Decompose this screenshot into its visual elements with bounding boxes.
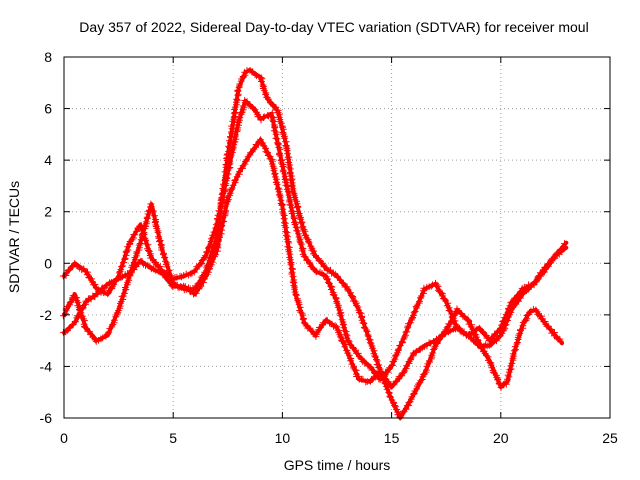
x-axis-label: GPS time / hours [284,457,391,473]
y-tick-label: -4 [40,358,53,374]
plus-markers [59,66,568,390]
y-tick-label: 2 [44,204,52,220]
y-tick-label: 6 [44,101,52,117]
y-axis-label: SDTVAR / TECUs [6,181,22,293]
series-sat-c [60,136,564,421]
y-tick-label: 0 [44,255,52,271]
series-sat-a [59,97,569,383]
x-tick-label: 15 [384,430,400,446]
x-tick-label: 25 [602,430,618,446]
plus-markers [59,97,568,383]
series-band [62,137,564,420]
x-tick-label: 10 [275,430,291,446]
x-tick-label: 20 [493,430,509,446]
x-tick-label: 5 [169,430,177,446]
y-tick-label: -2 [40,307,53,323]
y-tick-label: 8 [44,49,52,65]
series-layer [59,66,569,421]
x-tick-label: 0 [60,430,68,446]
plot-frame [63,56,611,419]
chart-title: Day 357 of 2022, Sidereal Day-to-day VTE… [79,19,588,35]
y-tick-label: 4 [44,152,52,168]
plus-markers [60,136,564,421]
y-tick-label: -6 [40,410,53,426]
